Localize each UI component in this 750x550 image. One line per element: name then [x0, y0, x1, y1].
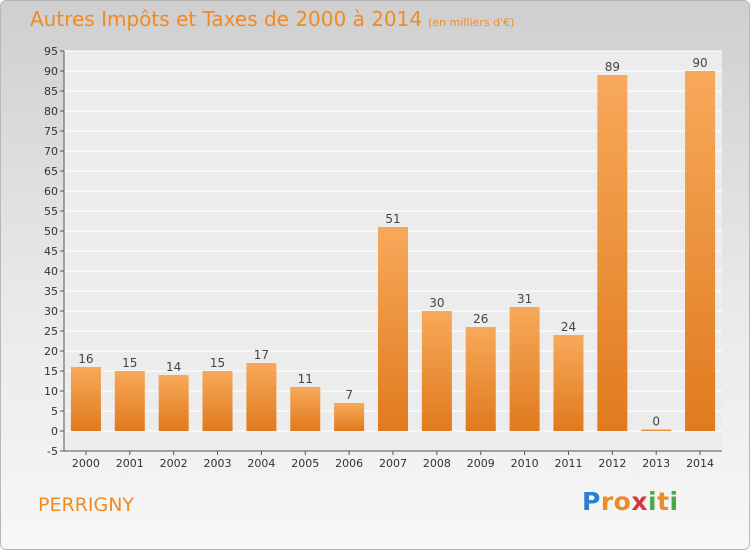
x-tick-label: 2005	[291, 457, 319, 470]
x-tick-label: 2014	[686, 457, 714, 470]
x-tick-label: 2009	[467, 457, 495, 470]
x-tick-label: 2013	[642, 457, 670, 470]
data-label: 14	[166, 360, 181, 374]
y-tick-label: 95	[44, 45, 58, 58]
bar	[378, 227, 408, 431]
y-tick-label: 35	[44, 285, 58, 298]
bar	[202, 371, 233, 431]
proxiti-logo: Proxiti	[582, 487, 679, 516]
y-tick-label: 40	[44, 265, 58, 278]
logo-letter: P	[582, 487, 601, 516]
bar	[70, 367, 101, 431]
logo-letter: t	[657, 487, 670, 516]
commune-name: PERRIGNY	[38, 494, 135, 516]
bar	[246, 363, 277, 431]
x-tick-label: 2007	[379, 457, 407, 470]
y-tick-label: 45	[44, 245, 58, 258]
x-tick-label: 2010	[511, 457, 539, 470]
bar	[465, 327, 496, 431]
data-label: 89	[605, 60, 620, 74]
x-tick-label: 2004	[247, 457, 275, 470]
y-tick-label: 0	[51, 425, 58, 438]
x-tick-label: 2000	[72, 457, 100, 470]
chart-title: Autres Impôts et Taxes de 2000 à 2014 (en…	[30, 7, 514, 31]
data-label: 30	[429, 296, 444, 310]
bar	[641, 429, 672, 431]
y-tick-label: -5	[47, 445, 58, 458]
bar	[158, 375, 189, 431]
x-tick-label: 2003	[204, 457, 232, 470]
data-label: 11	[298, 372, 313, 386]
logo-letter: i	[648, 487, 658, 516]
y-tick-label: 85	[44, 85, 58, 98]
data-label: 17	[254, 348, 269, 362]
y-tick-label: 70	[44, 145, 58, 158]
y-tick-label: 80	[44, 105, 58, 118]
data-label: 16	[78, 352, 93, 366]
y-tick-label: 75	[44, 125, 58, 138]
y-tick-label: 65	[44, 165, 58, 178]
x-tick-label: 2012	[598, 457, 626, 470]
bar	[421, 311, 452, 431]
bar	[597, 75, 628, 431]
y-tick-label: 20	[44, 345, 58, 358]
data-label: 24	[561, 320, 576, 334]
x-tick-label: 2008	[423, 457, 451, 470]
y-tick-label: 60	[44, 185, 58, 198]
y-tick-label: 10	[44, 385, 58, 398]
chart-subtitle: (en milliers d'€)	[428, 16, 515, 29]
y-tick-label: 30	[44, 305, 58, 318]
y-tick-label: 15	[44, 365, 58, 378]
x-tick-label: 2001	[116, 457, 144, 470]
y-tick-label: 90	[44, 65, 58, 78]
logo-letter: r	[600, 487, 614, 516]
data-label: 0	[652, 415, 660, 429]
data-label: 15	[210, 356, 225, 370]
data-label: 90	[692, 56, 707, 70]
y-tick-label: 55	[44, 205, 58, 218]
logo-letter: o	[613, 487, 632, 516]
data-label: 26	[473, 312, 488, 326]
bar	[685, 71, 716, 431]
data-label: 51	[385, 212, 400, 226]
x-tick-label: 2002	[160, 457, 188, 470]
logo-letter: i	[669, 487, 679, 516]
logo-letter: x	[631, 487, 648, 516]
y-tick-label: 5	[51, 405, 58, 418]
bar	[553, 335, 584, 431]
chart-title-text: Autres Impôts et Taxes de 2000 à 2014	[30, 7, 423, 31]
y-tick-label: 25	[44, 325, 58, 338]
x-tick-label: 2006	[335, 457, 363, 470]
data-label: 15	[122, 356, 137, 370]
bar	[509, 307, 540, 431]
y-tick-label: 50	[44, 225, 58, 238]
x-tick-label: 2011	[554, 457, 582, 470]
bar	[114, 371, 145, 431]
data-label: 31	[517, 292, 532, 306]
bar	[334, 403, 365, 431]
data-label: 7	[345, 388, 353, 402]
bar	[290, 387, 321, 431]
